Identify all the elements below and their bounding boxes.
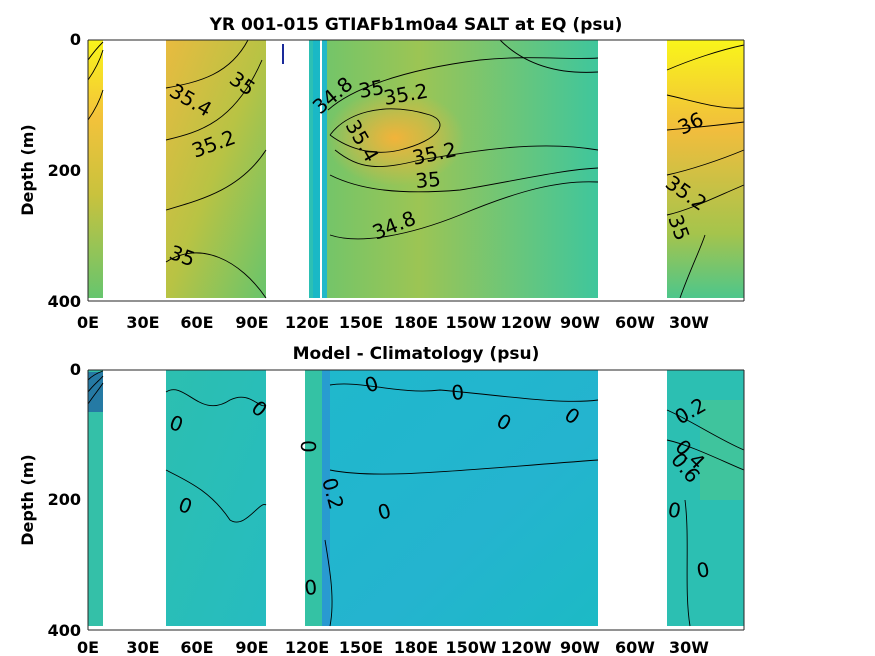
bottom-contours — [87, 370, 745, 627]
contour-label: 35 — [414, 167, 441, 193]
contour-line — [329, 108, 441, 153]
field-anomaly-core — [88, 372, 103, 412]
contour-line — [499, 39, 599, 73]
contour-line — [666, 94, 745, 109]
contour-line — [327, 57, 599, 111]
xtick-label: 120E — [285, 638, 329, 656]
xtick-label: 60W — [615, 638, 655, 656]
field-indian — [166, 370, 266, 626]
top-axes — [87, 39, 745, 302]
xtick-label: 0E — [77, 638, 99, 656]
contour-line — [165, 252, 267, 299]
contour-line — [87, 41, 104, 61]
contour-line — [684, 499, 691, 627]
contour-line — [165, 39, 249, 89]
xtick-label: 0E — [77, 313, 99, 332]
contour-label: 0 — [296, 440, 320, 453]
contour-line — [329, 459, 599, 475]
contour-label: 35 — [357, 75, 386, 103]
xtick-label: 120W — [500, 313, 551, 332]
contour-line — [666, 184, 745, 216]
bottom-title: Model - Climatology (psu) — [293, 344, 540, 364]
field-atlantic-west — [667, 40, 744, 298]
contour-line — [165, 469, 267, 523]
top-ylabel: Depth (m) — [18, 124, 37, 216]
contour-line — [666, 149, 745, 176]
bottom-xtick-labels: 0E 30E 60E 90E 120E 150E 180E 150W 120W … — [77, 638, 709, 656]
contour-line — [329, 181, 599, 240]
contour-line — [666, 121, 745, 131]
contour-line — [679, 234, 706, 299]
ytick-label: 400 — [48, 292, 81, 311]
contour-line — [87, 382, 104, 405]
xtick-label: 120E — [285, 313, 329, 332]
field-atlantic-east — [88, 40, 103, 298]
contour-label: 0 — [375, 498, 394, 524]
contour-line — [666, 409, 745, 451]
bottom-ytick-labels: 0 200 400 — [48, 360, 81, 640]
contour-line — [329, 167, 599, 193]
ytick-label: 200 — [48, 161, 81, 180]
contour-line — [165, 59, 263, 141]
xtick-label: 180E — [394, 638, 438, 656]
ytick-label: 400 — [48, 621, 81, 640]
contour-line — [87, 375, 104, 393]
top-ytick-labels: 0 200 400 — [48, 30, 81, 311]
contour-line — [87, 89, 104, 121]
field-anomaly-west — [700, 400, 744, 500]
ytick-label: 200 — [48, 490, 81, 509]
contour-line — [165, 389, 267, 407]
contour-line — [329, 383, 599, 402]
contour-line — [334, 145, 599, 168]
field-pacific-west-edge — [322, 40, 327, 298]
contour-line — [87, 49, 104, 81]
xtick-label: 150E — [339, 638, 383, 656]
xtick-label: 150E — [339, 313, 383, 332]
xtick-label: 60E — [180, 638, 213, 656]
xtick-label: 60E — [180, 313, 213, 332]
xtick-label: 120W — [500, 638, 551, 656]
contour-line — [666, 439, 745, 471]
field-strait — [305, 370, 322, 626]
xtick-label: 180E — [394, 313, 438, 332]
top-panel: YR 001-015 GTIAFb1m0a4 SALT at EQ (psu) — [18, 15, 745, 332]
contour-line — [87, 370, 104, 381]
xtick-label: 30W — [669, 313, 709, 332]
xtick-label: 30E — [126, 313, 159, 332]
top-field — [88, 40, 744, 298]
contour-label: 0 — [695, 557, 712, 583]
bottom-panel: Model - Climatology (psu) 0 — [18, 344, 745, 656]
xtick-label: 90W — [560, 313, 600, 332]
xtick-label: 30E — [126, 638, 159, 656]
field-strait — [309, 40, 313, 298]
xtick-label: 90E — [235, 638, 268, 656]
xtick-label: 150W — [445, 638, 496, 656]
contour-line — [666, 44, 745, 71]
top-contours — [87, 39, 745, 299]
top-xtick-labels: 0E 30E 60E 90E 120E 150E 180E 150W 120W … — [77, 313, 709, 332]
ytick-label: 0 — [70, 30, 81, 49]
xtick-label: 30W — [669, 638, 709, 656]
field-atlantic-east — [88, 370, 103, 626]
field-strait-2 — [313, 40, 320, 298]
field-pacific-west-edge — [322, 370, 330, 626]
contour-label: 0 — [666, 497, 683, 523]
bottom-ylabel: Depth (m) — [18, 454, 37, 546]
bottom-field — [88, 370, 744, 626]
bottom-axes — [87, 369, 745, 631]
field-indian — [166, 40, 266, 298]
contour-label: 0 — [303, 575, 318, 600]
xtick-label: 150W — [445, 313, 496, 332]
contour-label: 0 — [450, 380, 465, 405]
xtick-label: 90W — [560, 638, 600, 656]
xtick-label: 60W — [615, 313, 655, 332]
ytick-label: 0 — [70, 360, 81, 379]
contour-line — [324, 539, 333, 627]
field-pacific — [322, 370, 598, 626]
xtick-label: 90E — [235, 313, 268, 332]
field-mark — [282, 44, 284, 64]
top-title: YR 001-015 GTIAFb1m0a4 SALT at EQ (psu) — [209, 15, 623, 35]
contour-line — [165, 149, 267, 211]
